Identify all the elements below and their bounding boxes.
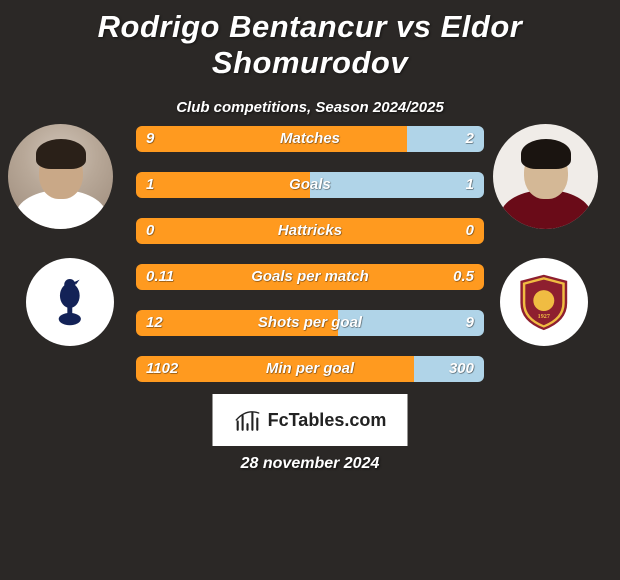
stat-label: Shots per goal — [136, 310, 484, 336]
fctables-logo-icon — [234, 406, 262, 434]
stat-row: 129Shots per goal — [136, 310, 484, 336]
comparison-title: Rodrigo Bentancur vs Eldor Shomurodov — [0, 0, 620, 81]
svg-text:1927: 1927 — [538, 314, 550, 320]
tottenham-crest-icon — [39, 271, 101, 333]
brand-text: FcTables.com — [268, 410, 387, 431]
comparison-subtitle: Club competitions, Season 2024/2025 — [0, 99, 620, 116]
stat-row: 92Matches — [136, 126, 484, 152]
comparison-date: 28 november 2024 — [0, 455, 620, 473]
stat-label: Matches — [136, 126, 484, 152]
club-badge-right: 1927 — [500, 258, 588, 346]
roma-crest-icon: 1927 — [513, 271, 575, 333]
stat-row: 00Hattricks — [136, 218, 484, 244]
stat-row: 0.110.5Goals per match — [136, 264, 484, 290]
stat-row: 1102300Min per goal — [136, 356, 484, 382]
stat-label: Min per goal — [136, 356, 484, 382]
stat-label: Hattricks — [136, 218, 484, 244]
stat-label: Goals per match — [136, 264, 484, 290]
player-right-avatar — [493, 124, 598, 229]
stats-bars: 92Matches 11Goals 00Hattricks 0.110.5Goals … — [136, 126, 484, 402]
player-left-avatar — [8, 124, 113, 229]
club-badge-left — [26, 258, 114, 346]
stat-label: Goals — [136, 172, 484, 198]
stat-row: 11Goals — [136, 172, 484, 198]
brand-badge: FcTables.com — [213, 394, 408, 446]
